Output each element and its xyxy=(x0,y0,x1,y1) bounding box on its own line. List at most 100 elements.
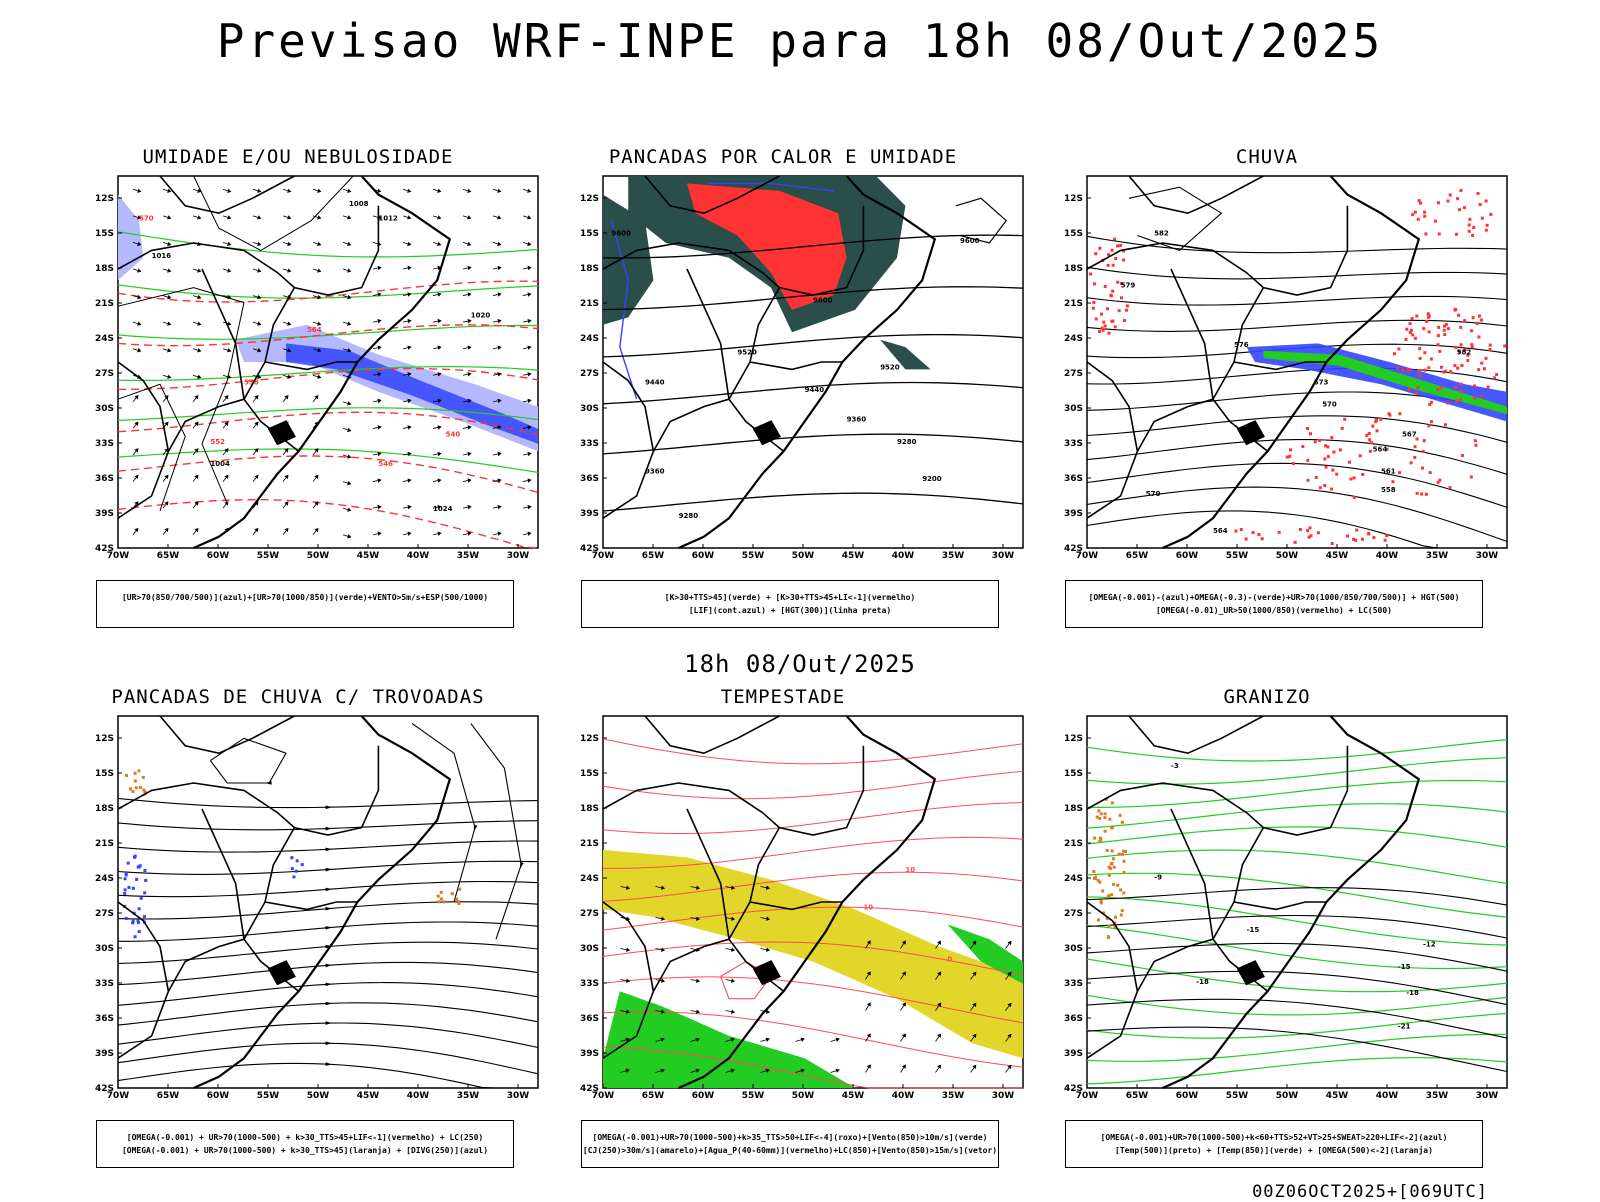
wind-arrowhead xyxy=(437,372,442,377)
speckle-dot xyxy=(1103,829,1107,833)
wind-arrowhead xyxy=(407,345,412,350)
contour-label: 9440 xyxy=(805,386,825,394)
wind-arrowhead xyxy=(284,501,289,506)
lat-label: 27S xyxy=(1064,369,1083,379)
speckle-dot xyxy=(1408,322,1412,326)
wind-arrowhead xyxy=(407,478,412,483)
speckle-dot xyxy=(1467,223,1471,227)
lat-label: 15S xyxy=(95,229,114,239)
thickness-line xyxy=(117,280,539,303)
wind-arrowhead xyxy=(660,916,666,921)
wind-arrowhead xyxy=(407,318,412,324)
speckle-dot xyxy=(1306,529,1310,533)
speckle-dot xyxy=(135,877,139,881)
streamline-arrow xyxy=(325,1001,332,1006)
speckle-dot xyxy=(1110,801,1114,805)
speckle-dot xyxy=(1413,445,1417,449)
wind-arrowhead xyxy=(257,321,262,326)
lat-label: 15S xyxy=(580,769,599,779)
speckle-dot xyxy=(131,919,135,923)
speckle-dot xyxy=(1112,857,1116,861)
wind-arrowhead xyxy=(137,268,142,273)
wind-arrowhead xyxy=(695,916,701,921)
speckle-dot xyxy=(1423,214,1427,218)
speckle-dot xyxy=(1414,391,1418,395)
wind-arrowhead xyxy=(317,241,322,247)
wind-arrowhead xyxy=(1007,1033,1012,1039)
page-title: Previsao WRF-INPE para 18h 08/Out/2025 xyxy=(216,14,1384,68)
contour-label: 576 xyxy=(1234,341,1249,349)
lc850-line xyxy=(602,976,1024,1024)
lat-label: 42S xyxy=(580,1084,599,1094)
wind-arrowhead xyxy=(224,448,229,453)
lon-label: 70W xyxy=(592,1091,615,1101)
speckle-dot xyxy=(1428,403,1432,407)
speckle-dot xyxy=(1460,453,1464,457)
streamlines xyxy=(117,722,539,1089)
speckle-dot xyxy=(1116,883,1120,887)
lat-label: 24S xyxy=(580,874,599,884)
wind-arrowhead xyxy=(437,451,442,457)
lat-label: 12S xyxy=(580,194,599,204)
humidity-green-line xyxy=(117,231,539,258)
contour-label: 1012 xyxy=(378,215,398,223)
lon-label: 45W xyxy=(1326,551,1349,561)
wind-arrowhead xyxy=(194,527,199,533)
wind-arrowhead xyxy=(527,318,532,324)
speckle-dot xyxy=(1446,327,1450,331)
lat-label: 33S xyxy=(580,979,599,989)
lon-label: 60W xyxy=(207,551,230,561)
speckle-dot xyxy=(1119,888,1123,892)
wind-arrowhead xyxy=(227,241,232,247)
temp850-line xyxy=(1086,1033,1508,1062)
legend-line: [UR>70(850/700/500)](azul)+[UR>70(1000/8… xyxy=(121,593,489,602)
wind-arrowhead xyxy=(467,265,472,271)
lon-label: 65W xyxy=(157,1091,180,1101)
border-line xyxy=(686,808,730,940)
speckle-dot xyxy=(1289,448,1293,452)
lagoon xyxy=(1236,420,1265,446)
wind-arrowhead xyxy=(347,348,352,353)
speckle-dot xyxy=(1437,232,1441,236)
speckle-dot xyxy=(131,921,135,925)
speckle-dot xyxy=(1112,865,1116,869)
wind-arrowhead xyxy=(901,940,906,945)
streamline-arrow xyxy=(325,1062,332,1066)
wind-arrowhead xyxy=(197,348,202,353)
lat-label: 12S xyxy=(95,194,114,204)
speckle-dot xyxy=(1425,319,1429,323)
speckle-dot xyxy=(1385,447,1389,451)
wind-arrowhead xyxy=(377,345,382,350)
contour-label: 1016 xyxy=(152,252,172,260)
contour-label: 9200 xyxy=(922,475,942,483)
wind-arrowhead xyxy=(467,241,472,247)
wind-arrowhead xyxy=(407,215,412,220)
speckle-dot xyxy=(1103,285,1107,289)
wind-arrowhead xyxy=(835,1068,840,1073)
thickness-line xyxy=(117,324,539,347)
rain-red xyxy=(1089,237,1129,335)
speckle-dot xyxy=(1285,455,1289,459)
border-line xyxy=(1170,808,1214,940)
hgt300-closed xyxy=(955,197,1008,244)
wind-arrowhead xyxy=(527,188,532,193)
speckle-dot xyxy=(1092,300,1096,304)
streamline-arrow xyxy=(325,1041,332,1046)
speckle-dot xyxy=(1113,237,1117,241)
contour-label: 573 xyxy=(1314,378,1329,386)
temp850-line xyxy=(1087,779,1508,809)
wind-arrowhead xyxy=(314,474,319,480)
contour-label: 1024 xyxy=(433,505,453,513)
speckle-dot xyxy=(138,864,142,868)
wind-arrowhead xyxy=(377,318,382,324)
wind-arrowhead xyxy=(800,1037,805,1042)
speckle-dot xyxy=(1324,444,1328,448)
wind-arrowhead xyxy=(527,425,532,430)
speckle-dot xyxy=(1119,913,1123,917)
speckle-dot xyxy=(1422,439,1426,443)
coastline xyxy=(1162,175,1421,550)
speckle-dot xyxy=(1316,531,1320,535)
wind-arrowhead xyxy=(407,425,412,430)
hgt500-line xyxy=(1086,266,1508,280)
speckle-dot xyxy=(1379,417,1383,421)
